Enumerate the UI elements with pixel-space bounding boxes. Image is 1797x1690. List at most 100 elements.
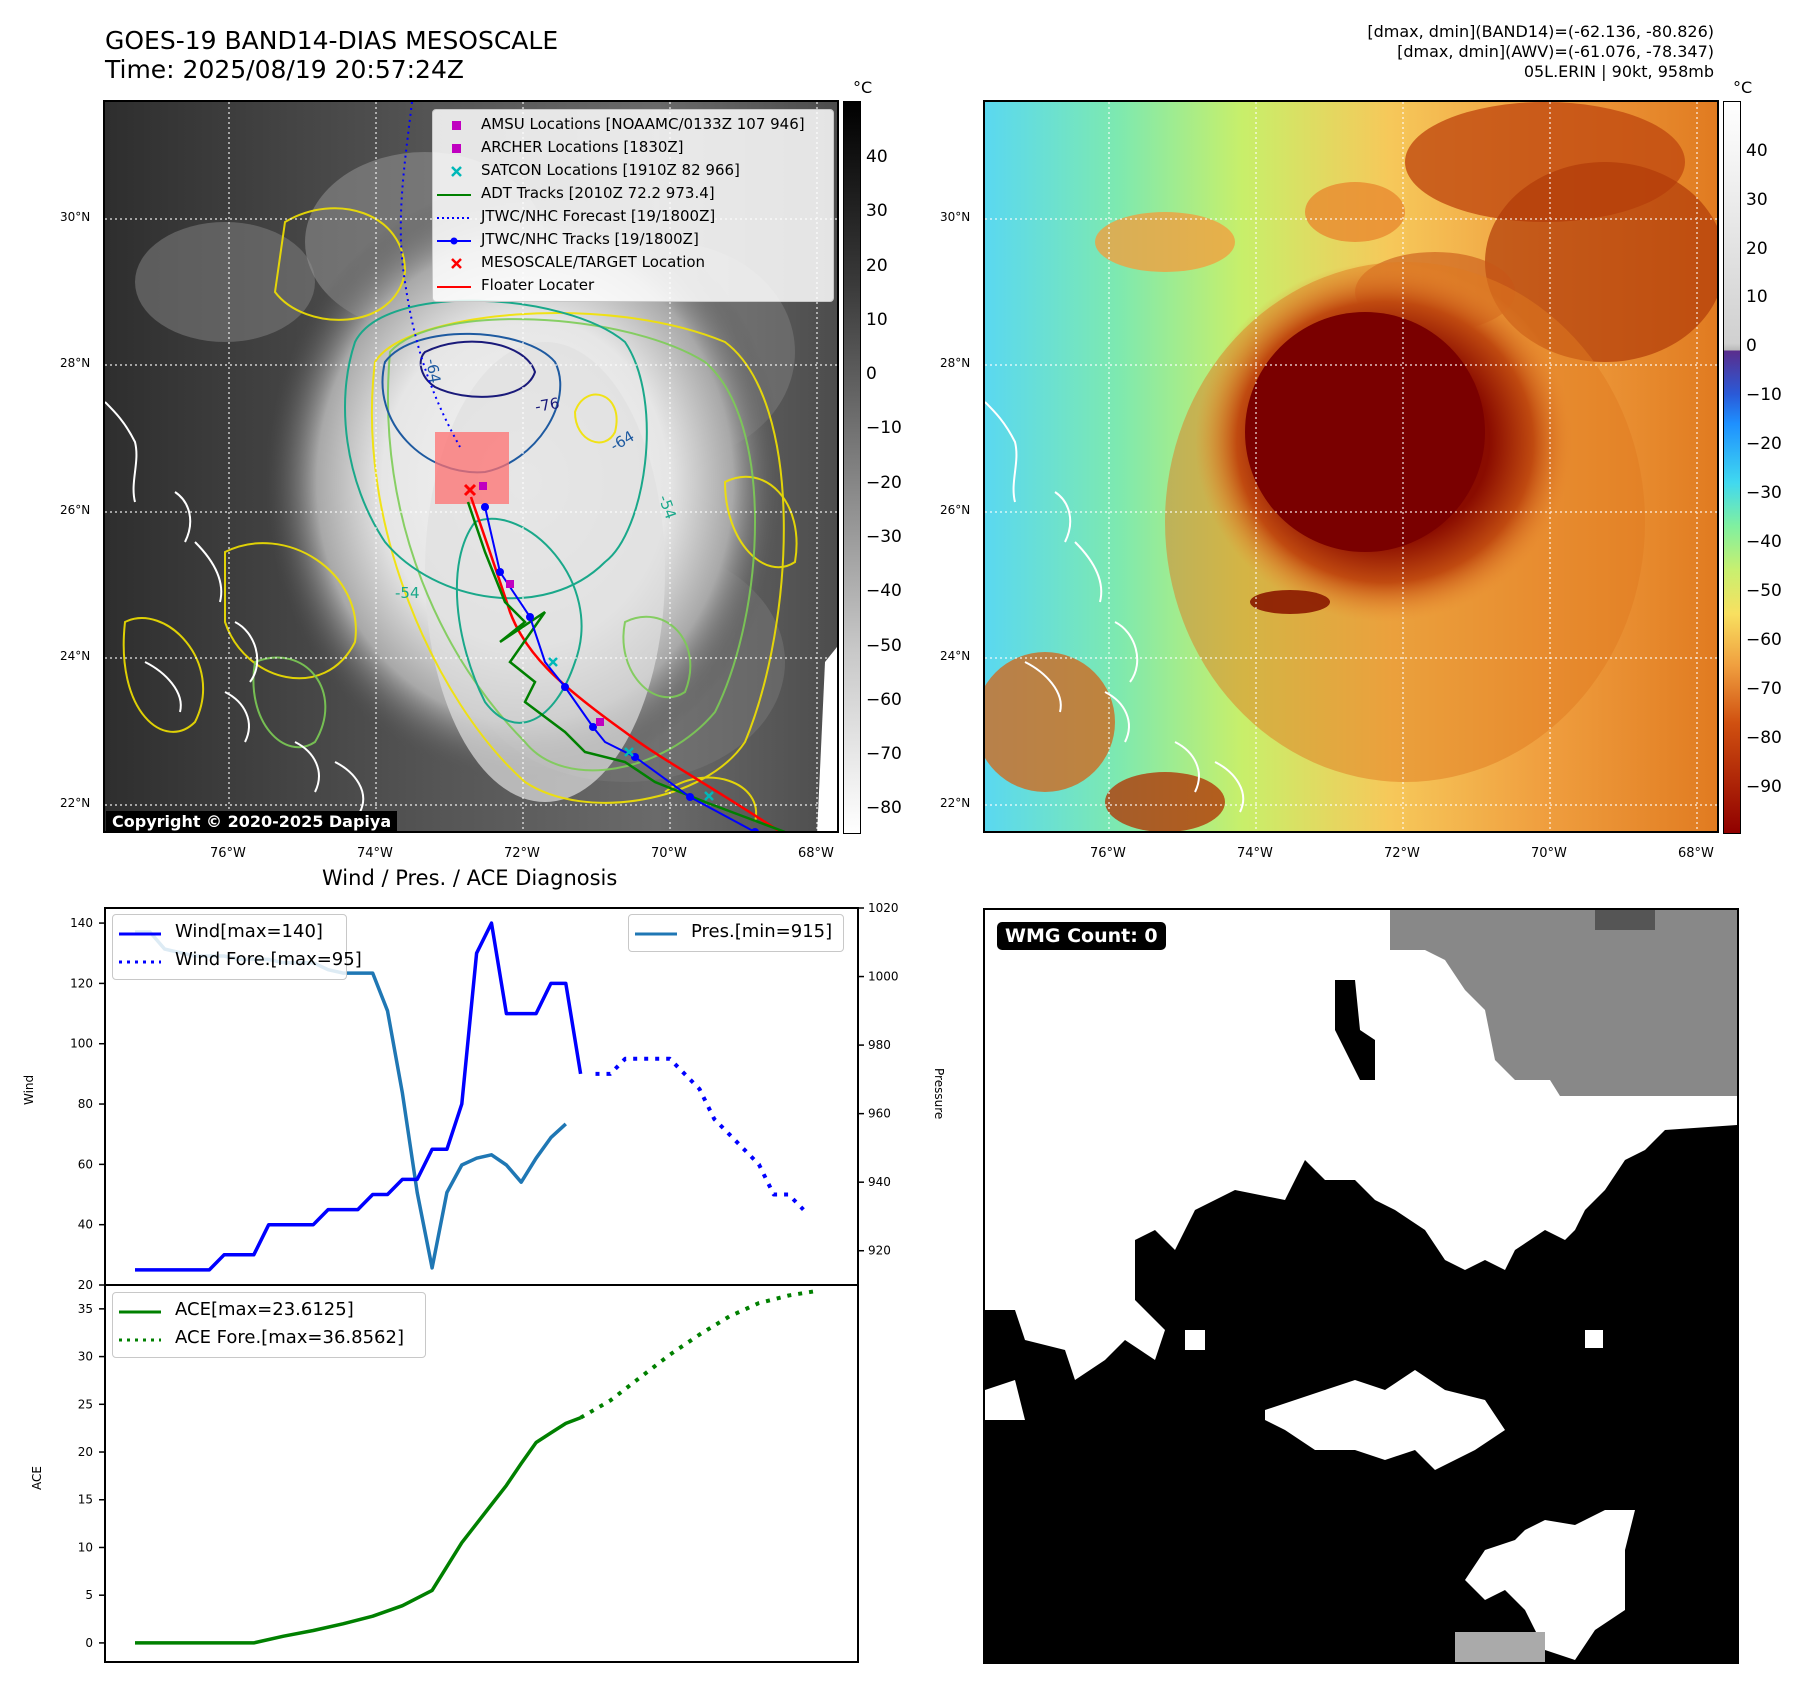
wind-legend: Wind[max=140] Wind Fore.[max=95] [112, 914, 362, 980]
colorbar-tick: −40 [866, 581, 902, 601]
pressure-legend: Pres.[min=915] [628, 914, 844, 952]
wind-ytick-label: 100 [70, 1037, 93, 1051]
lon-label: 72°W [1384, 846, 1420, 861]
legend-entry: ARCHER Locations [1830Z] [433, 138, 833, 160]
colorbar-tick: −30 [1746, 483, 1782, 503]
pressure-ytick-label: 1000 [868, 970, 899, 984]
wmg-map: WMG Count: 0 [983, 908, 1739, 1664]
legend-entry: SATCON Locations [1910Z 82 966] [433, 161, 833, 183]
wind-ytick-label: 40 [78, 1218, 93, 1232]
colorbar-tick: −50 [1746, 581, 1782, 601]
lat-label: 26°N [940, 503, 971, 517]
legend-entry: JTWC/NHC Tracks [19/1800Z] [433, 230, 833, 252]
lon-label: 76°W [210, 846, 246, 861]
colorbar-tick: −70 [866, 744, 902, 764]
colorbar-tick: −20 [866, 473, 902, 493]
info-awv: [dmax, dmin](AWV)=(-61.076, -78.347) [1397, 42, 1714, 61]
pressure-ylabel: Pressure [932, 1068, 946, 1120]
colorbar-tick: −40 [1746, 532, 1782, 552]
pressure-ytick-label: 1020 [868, 901, 899, 915]
legend-entry: ACE Fore.[max=36.8562] [119, 1327, 404, 1348]
pressure-ytick-label: 920 [868, 1244, 891, 1258]
colorbar-tick: 0 [1746, 336, 1757, 356]
lat-label: 22°N [940, 796, 971, 810]
lat-label: 24°N [60, 649, 91, 663]
diagnosis-title: Wind / Pres. / ACE Diagnosis [322, 866, 618, 890]
copyright-label: Copyright © 2020-2025 Dapiya [106, 811, 398, 831]
colorbar-tick: −70 [1746, 679, 1782, 699]
lat-label: 22°N [60, 796, 91, 810]
lat-label: 30°N [60, 210, 91, 224]
colorbar-unit: °C [853, 78, 873, 97]
colorbar-tick: 30 [866, 201, 888, 221]
chart-time: Time: 2025/08/19 20:57:24Z [105, 55, 464, 84]
colorbar-tick: −60 [866, 690, 902, 710]
legend-entry: Pres.[min=915] [635, 921, 833, 942]
colorbar-tick: −60 [1746, 630, 1782, 650]
colorbar-tick: 20 [1746, 239, 1768, 259]
legend-entry: ADT Tracks [2010Z 72.2 973.4] [437, 184, 715, 202]
colorbar-tick: 20 [866, 256, 888, 276]
pressure-ytick-label: 940 [868, 1175, 891, 1189]
contour-label: -54 [395, 584, 420, 602]
ace-ytick-label: 25 [78, 1397, 93, 1411]
colorbar-tick: −80 [866, 798, 902, 818]
legend-entry: Wind Fore.[max=95] [119, 949, 362, 970]
lon-label: 74°W [1237, 846, 1273, 861]
colorbar-tick: 40 [866, 147, 888, 167]
colorbar-tick: −50 [866, 636, 902, 656]
lon-label: 68°W [798, 846, 834, 861]
pressure-ytick-label: 960 [868, 1107, 891, 1121]
colorbar-tick: −90 [1746, 777, 1782, 797]
wind-series-line [135, 921, 583, 1272]
ir-colorbar [843, 101, 861, 834]
colorbar-unit: °C [1733, 78, 1753, 97]
lon-label: 68°W [1678, 846, 1714, 861]
lat-label: 28°N [940, 356, 971, 370]
ace-legend: ACE[max=23.6125] ACE Fore.[max=36.8562] [112, 1292, 426, 1358]
wind-ylabel: Wind [22, 1074, 36, 1105]
colorbar-tick: −30 [866, 527, 902, 547]
colorbar-tick: −10 [866, 418, 902, 438]
ir-legend: AMSU Locations [NOAAMC/0133Z 107 946] AR… [432, 109, 834, 302]
legend-entry: Floater Locater [437, 276, 595, 294]
awv-map-image [985, 102, 1717, 831]
awv-colorbar [1723, 101, 1741, 834]
ace-ytick-label: 5 [85, 1588, 93, 1602]
lon-label: 70°W [651, 846, 687, 861]
ace-axes: 0 5 10 15 20 25 30 35 [78, 1284, 859, 1663]
lon-label: 70°W [1531, 846, 1567, 861]
ace-ytick-label: 15 [78, 1493, 93, 1507]
wmg-mask-image [985, 910, 1737, 1662]
ir-map: -64 -76 -64 -54 -54 Copyright © 2020-202… [103, 100, 839, 833]
wind-ytick-label: 60 [78, 1157, 93, 1171]
wind-forecast-series-line [595, 1056, 805, 1211]
pressure-ytick-label: 980 [868, 1038, 891, 1052]
lat-label: 24°N [940, 649, 971, 663]
lon-label: 74°W [357, 846, 393, 861]
info-band14: [dmax, dmin](BAND14)=(-62.136, -80.826) [1367, 22, 1714, 41]
lon-label: 76°W [1090, 846, 1126, 861]
awv-map [983, 100, 1719, 833]
colorbar-tick: −10 [1746, 385, 1782, 405]
ace-ytick-label: 20 [78, 1445, 93, 1459]
lon-label: 72°W [504, 846, 540, 861]
lat-label: 28°N [60, 356, 91, 370]
wind-ytick-label: 20 [78, 1278, 93, 1292]
lat-label: 30°N [940, 210, 971, 224]
colorbar-tick: 40 [1746, 141, 1768, 161]
ace-axes-frame [104, 1284, 859, 1663]
wind-ytick-label: 140 [70, 916, 93, 930]
legend-entry: Wind[max=140] [119, 921, 323, 942]
ace-ytick-label: 35 [78, 1302, 93, 1316]
ace-forecast-series-line [579, 1288, 819, 1420]
legend-entry: MESOSCALE/TARGET Location [433, 253, 833, 275]
info-storm: 05L.ERIN | 90kt, 958mb [1523, 62, 1714, 81]
colorbar-tick: 10 [1746, 287, 1768, 307]
legend-entry: ACE[max=23.6125] [119, 1299, 354, 1320]
colorbar-tick: 0 [866, 364, 877, 384]
wind-ytick-label: 80 [78, 1097, 93, 1111]
ace-series-line [135, 1416, 582, 1645]
ace-ytick-label: 0 [85, 1636, 93, 1650]
ace-ylabel: ACE [30, 1466, 44, 1490]
